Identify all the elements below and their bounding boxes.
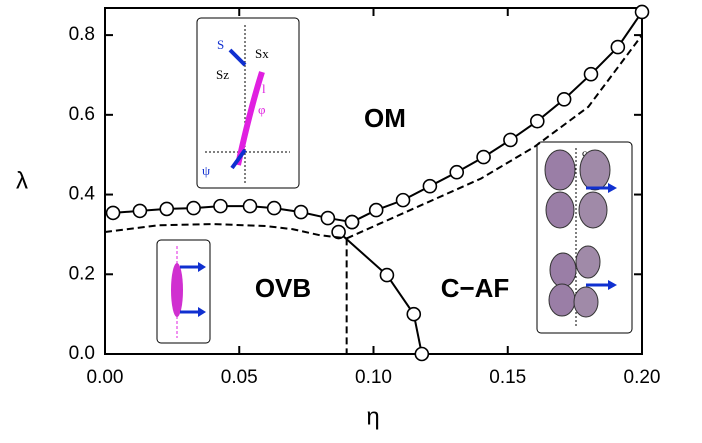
y-tick-label: 0.6 [69,104,95,125]
data-point [406,306,422,322]
data-point [320,210,336,226]
data-point [503,132,518,148]
y-tick-label: 0.4 [69,184,96,205]
inset-orbitals: c [536,141,633,334]
x-tick-label: 0.15 [489,367,526,388]
data-point [159,201,175,217]
data-point [449,164,465,180]
x-axis-label: η [366,403,379,430]
inset-label: Sz [216,67,229,82]
region-label: OVB [255,273,311,303]
data-point [242,198,258,214]
data-point [476,149,491,165]
data-point [422,178,438,194]
data-point [634,4,650,20]
y-axis-label: λ [16,167,28,194]
data-point [583,66,599,82]
data-point [368,202,384,218]
region-label: C−AF [441,273,510,303]
data-point [293,204,309,220]
x-tick-label: 0.20 [624,367,661,388]
y-tick-label: 0.2 [69,263,95,284]
boundary-dashed [104,223,347,240]
data-point [556,91,572,107]
boundary-dashed [346,34,643,240]
data-point [331,224,346,240]
x-tick-label: 0.10 [355,367,392,388]
data-point [610,39,626,55]
data-point [105,205,121,221]
data-point [344,214,360,230]
y-tick-label: 0.0 [69,343,95,364]
region-label: OM [364,103,406,133]
data-point [132,203,148,219]
inset-label: c [582,148,587,160]
boundary-line [337,231,423,355]
inset-orbital: S Sx Sz l φ ψ [196,17,300,189]
inset-label: φ [258,102,266,117]
data-point [266,200,282,216]
data-point [529,113,545,129]
inset-label: Sx [255,46,269,61]
x-tick-label: 0.00 [87,367,124,388]
y-tick-label: 0.8 [69,24,95,45]
inset-bond [156,239,211,344]
data-point [213,198,228,214]
data-point [414,346,430,362]
inset-label: l [262,81,266,96]
x-tick-label: 0.05 [221,367,258,388]
inset-label: S [217,37,224,52]
inset-label: ψ [202,163,210,178]
data-point [186,200,201,216]
data-point [395,192,411,208]
data-point [379,267,395,283]
boundary-line [112,205,353,224]
